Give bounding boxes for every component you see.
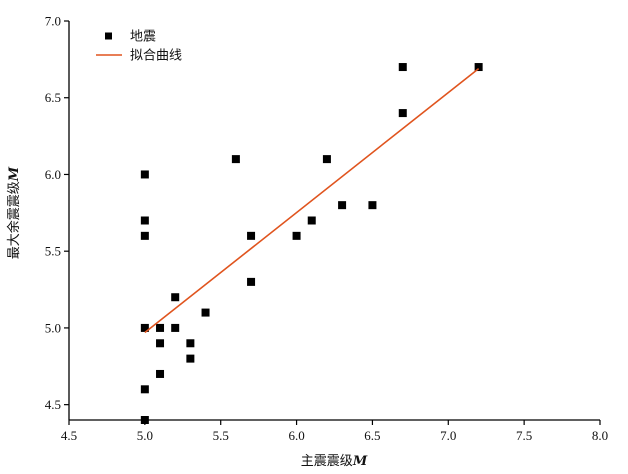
data-point [231,155,240,164]
legend-square-swatch [105,32,112,40]
data-point [140,385,149,394]
data-point [186,339,195,348]
fit-line [144,67,480,334]
x-tick-label: 7.5 [516,428,532,443]
legend-label: 地震 [130,30,156,45]
y-axis-title: 最大余震震级M [6,166,22,259]
data-point [140,231,149,240]
data-point [140,170,149,179]
data-point [398,63,407,72]
data-point [292,231,301,240]
data-point [140,216,149,225]
data-point [171,323,180,332]
y-tick-label: 7.0 [45,14,61,29]
axes: 4.5 5.0 5.5 6.0 6.5 7.0 7.5 8.0 4.5 5.0 5.5 6.0 6.5 7… [45,14,608,444]
y-tick-label: 5.0 [45,320,61,335]
y-tick-label: 6.5 [45,90,61,105]
x-tick-label: 4.5 [61,428,77,443]
data-point [156,339,165,348]
x-tick-label: 7.0 [440,428,456,443]
data-point [247,277,256,286]
data-point [201,308,210,317]
plot-area [140,63,483,424]
data-point [156,323,165,332]
data-point [368,201,377,210]
data-point [186,354,195,363]
data-point [307,216,316,225]
data-point [398,109,407,118]
data-point [140,323,149,332]
data-point [171,293,180,302]
x-tick-label: 6.5 [364,428,380,443]
x-axis-title: 主震震级M [301,454,368,469]
data-point [474,63,483,72]
data-point [338,201,347,210]
x-tick-label: 5.0 [137,428,153,443]
data-point [247,231,256,240]
data-point [156,369,165,378]
y-tick-label: 6.0 [45,167,61,182]
y-tick-label: 4.5 [45,397,61,412]
x-tick-label: 6.0 [288,428,304,443]
x-tick-label: 5.5 [213,428,229,443]
data-point [322,155,331,164]
y-tick-label: 5.5 [45,244,61,259]
x-tick-label: 8.0 [592,428,608,443]
legend-label: 拟合曲线 [130,49,182,64]
